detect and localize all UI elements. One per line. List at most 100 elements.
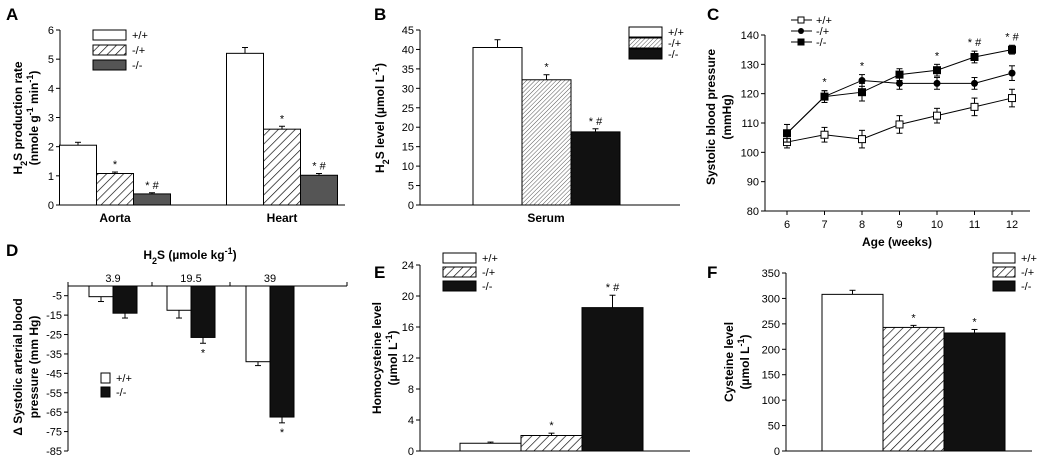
panel-e-sig-mark: * # <box>606 282 620 294</box>
panel-letter-a: A <box>6 5 18 24</box>
panel-c-y-title: Systolic blood pressure <box>704 49 718 185</box>
panel-d-chart: -5 -15 -25 -35 -45 -55 -65 -75 -85 3.9 19.5 * 39 * H2S… <box>11 246 348 458</box>
panel-d-bar <box>112 285 138 314</box>
panel-b-sig-mark: * # <box>589 116 603 128</box>
panel-f-y-tick-label: 150 <box>762 370 780 382</box>
panel-b-y-tick-label: 0 <box>408 200 414 212</box>
panel-b-chart: 0 5 10 15 20 25 30 35 40 45 * * # Serum +/+-/+-/- H2S … <box>371 25 684 225</box>
panel-a-sig-mark: * <box>280 113 285 125</box>
panel-f-y-title: Cysteine level <box>722 322 736 402</box>
panel-a-y-title: H2S production rate <box>11 61 29 174</box>
panel-e-y-tick-label: 24 <box>402 260 414 272</box>
panel-f-bar <box>943 332 1006 452</box>
panel-f-sig-mark: * <box>911 312 916 324</box>
panel-c-legend-label: -/- <box>816 37 827 49</box>
panel-b-y-tick-label: 35 <box>402 64 414 76</box>
panel-b-x-tick-label: Serum <box>527 211 564 225</box>
panel-d-x-tick-label: 39 <box>264 273 276 285</box>
panel-c-x-tick-label: 6 <box>784 219 790 231</box>
panel-c-point <box>895 70 904 79</box>
panel-f-legend-swatch <box>992 280 1016 292</box>
panel-e-sig-mark: * <box>549 420 554 432</box>
panel-d-sig-mark: * <box>280 427 285 439</box>
panel-b-legend-swatch <box>628 26 663 38</box>
panel-c-x-tick-label: 9 <box>896 219 902 231</box>
panel-f-bar <box>882 326 945 452</box>
panel-c-y-tick-label: 100 <box>741 147 759 159</box>
panel-a-bar <box>96 173 134 206</box>
panel-c-x-tick-label: 12 <box>1006 219 1018 231</box>
panel-a-chart: 0 1 2 3 4 5 6 Aorta * * # Heart * * # +/+ -/+ -/- H2S pr… <box>11 25 345 225</box>
panel-e-legend-swatch <box>442 280 477 292</box>
panel-b-y-tick-label: 25 <box>402 103 414 115</box>
panel-b-y-tick-label: 5 <box>408 181 414 193</box>
panel-c-point <box>895 120 904 129</box>
panel-a-bar <box>226 52 264 206</box>
panel-f-y-tick-label: 350 <box>762 268 780 280</box>
panel-f-y-title-line2: (µmol L-1) <box>736 335 752 390</box>
panel-letter-f: F <box>707 263 717 282</box>
panel-a-bar <box>263 128 301 206</box>
panel-b-legend-label: -/+ <box>668 38 681 50</box>
panel-a-legend-swatch <box>92 29 127 41</box>
panel-e-y-title-line2: (µmol L-1) <box>384 331 400 386</box>
panel-c-point <box>783 129 791 138</box>
panel-c-point <box>970 102 979 111</box>
panel-e-y-tick-label: 16 <box>402 322 414 334</box>
panel-e-y-tick-label: 4 <box>408 415 414 427</box>
panel-f-bar <box>821 293 884 452</box>
panel-f-legend-label: -/- <box>1021 281 1032 293</box>
panel-c-point <box>933 79 941 87</box>
panel-c-point <box>896 79 903 87</box>
panel-b-bar <box>521 79 572 206</box>
panel-c-x-tick-label: 8 <box>859 219 865 231</box>
panel-f-y-tick-label: 200 <box>762 344 780 356</box>
panel-c-y-tick-label: 140 <box>741 30 759 42</box>
panel-d-top-axis-title: H2S (µmole kg-1) <box>143 246 236 266</box>
panel-a-y-tick-label: 4 <box>48 83 54 95</box>
panel-e-bar <box>459 442 522 452</box>
panel-f-y-tick-label: 100 <box>762 395 780 407</box>
panel-d-bar <box>166 285 192 311</box>
panel-c-sig-mark: * <box>935 50 940 62</box>
panel-d-y-tick-label: -85 <box>46 446 62 458</box>
panel-e-legend-label: -/+ <box>482 267 495 279</box>
panel-e-legend-swatch <box>442 252 477 264</box>
panel-c-point <box>820 92 829 101</box>
panel-f-legend-label: -/+ <box>1021 267 1034 279</box>
panel-d-y-tick-label: -55 <box>46 388 62 400</box>
panel-c-y-tick-label: 80 <box>747 206 759 218</box>
panel-a-bar <box>133 193 171 206</box>
panel-c-y-title-line2: (mmHg) <box>720 94 734 139</box>
panel-b-legend-swatch <box>628 48 663 60</box>
panel-c-point <box>970 53 979 61</box>
panel-d-y-tick-label: -5 <box>52 291 62 303</box>
panel-a-sig-mark: * <box>113 159 118 171</box>
panel-d-y-tick-label: -15 <box>46 310 62 322</box>
panel-f-y-tick-label: 0 <box>774 446 780 458</box>
panel-c-point <box>1008 94 1016 103</box>
panel-d-x-tick-label: 3.9 <box>105 273 120 285</box>
panel-c-sig-mark: * # <box>968 37 982 49</box>
panel-c-point <box>1008 69 1016 77</box>
panel-d-y-tick-label: -45 <box>46 368 62 380</box>
panel-b-bar <box>570 131 621 206</box>
panel-c-y-tick-label: 90 <box>747 177 759 189</box>
panel-c-legend-label: -/+ <box>816 26 829 38</box>
panel-f-y-tick-label: 300 <box>762 293 780 305</box>
panel-b-legend-label: -/- <box>668 49 679 61</box>
panel-c-y-tick-label: 110 <box>741 118 759 130</box>
panel-f-legend-swatch <box>992 266 1016 278</box>
panel-e-bar <box>581 307 644 452</box>
panel-c-legend-label: +/+ <box>816 15 832 27</box>
panel-e-y-tick-label: 20 <box>402 291 414 303</box>
panel-e-y-tick-label: 0 <box>408 446 414 458</box>
panel-d-y-tick-label: -25 <box>46 330 62 342</box>
panel-a-y-tick-label: 1 <box>48 171 54 183</box>
panel-c-x-title: Age (weeks) <box>862 235 932 249</box>
panel-e-legend-label: -/- <box>482 281 493 293</box>
panel-e-legend-swatch <box>442 266 477 278</box>
panel-d-y-title: Δ Systolic arterial blood <box>11 298 25 435</box>
panel-a-x-tick-label: Heart <box>267 211 298 225</box>
